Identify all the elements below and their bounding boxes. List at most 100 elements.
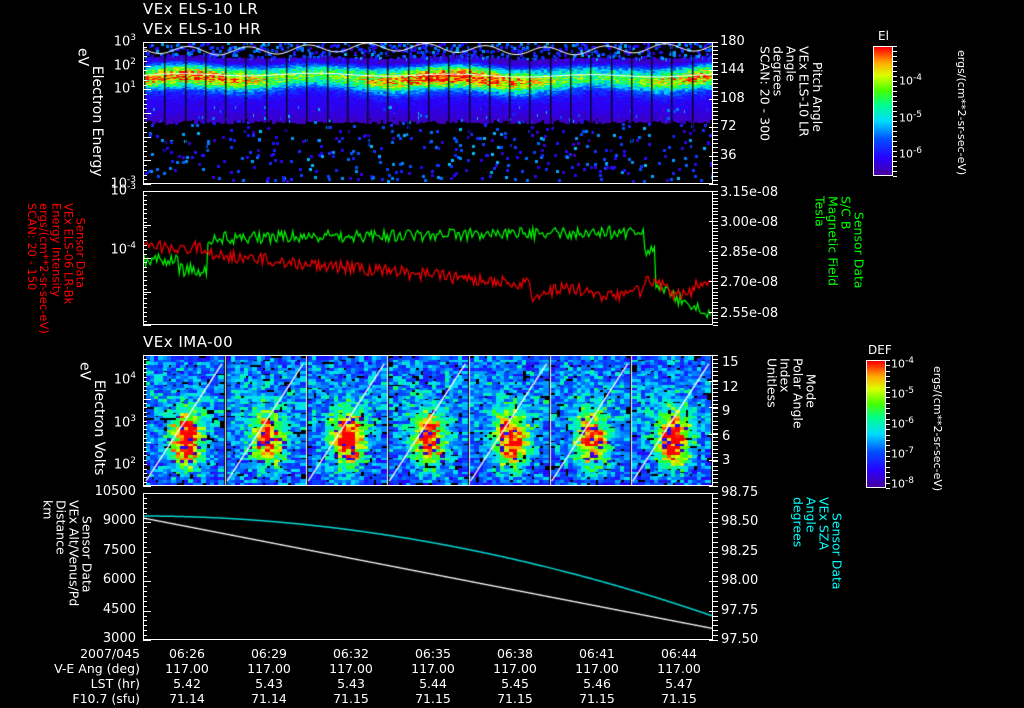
axis-tick xyxy=(713,396,718,397)
axis-tick xyxy=(713,400,718,401)
axis-tick xyxy=(143,442,151,443)
panel4-plot-area[interactable] xyxy=(143,493,713,640)
axis-tick xyxy=(893,141,897,142)
panel1-right-axis-label: Pitch Angle VEx ELS-10 LR Angle degrees … xyxy=(757,46,825,141)
axis-tick xyxy=(713,308,718,309)
panel4-right-axis-label: Sensor Data VEx SZA Angle degrees xyxy=(790,497,845,590)
axis-tick xyxy=(709,156,718,157)
axis-tick xyxy=(143,359,147,360)
axis-tick xyxy=(886,435,890,436)
axis-tick xyxy=(143,104,147,105)
axis-tick xyxy=(143,307,147,308)
bottom-axis-row-label: LST (hr) xyxy=(90,676,140,691)
panel2-plot-area[interactable] xyxy=(143,191,713,325)
axis-tick xyxy=(713,478,718,479)
axis-tick xyxy=(713,208,718,209)
axis-tick xyxy=(709,312,718,313)
axis-tick xyxy=(713,404,718,405)
axis-tick xyxy=(713,204,718,205)
axis-tick xyxy=(143,586,147,587)
axis-tick xyxy=(713,231,718,232)
axis-tick xyxy=(893,176,897,177)
colorbar2 xyxy=(866,360,886,488)
axis-tick xyxy=(143,486,151,487)
axis-tick xyxy=(143,113,151,114)
bottom-axis-cell: 117.00 xyxy=(247,661,291,676)
axis-tick xyxy=(709,552,718,553)
axis-tick xyxy=(886,397,890,398)
axis-tick xyxy=(143,377,147,378)
axis-tick xyxy=(143,42,151,43)
panel3-plot-area[interactable] xyxy=(143,355,713,486)
axis-tick xyxy=(709,127,718,128)
axis-tick xyxy=(886,477,890,478)
axis-tick xyxy=(143,289,147,290)
axis-tick xyxy=(713,143,718,144)
bottom-axis-cell: 06:38 xyxy=(496,646,534,661)
axis-tick xyxy=(713,412,718,413)
axis-tick xyxy=(893,46,897,47)
bottom-axis-cell: 71.15 xyxy=(579,691,615,706)
bottom-axis-cell: 71.15 xyxy=(415,691,451,706)
axis-tick xyxy=(893,166,897,167)
axis-tick xyxy=(713,83,718,84)
axis-tick xyxy=(713,268,718,269)
bottom-axis-cell: 06:44 xyxy=(660,646,698,661)
axis-tick-label: 97.75 xyxy=(721,602,759,618)
axis-tick xyxy=(713,194,718,195)
colorbar-tick-label: 10-4 xyxy=(899,73,922,88)
axis-tick xyxy=(143,151,147,152)
axis-tick xyxy=(143,469,147,470)
axis-tick xyxy=(713,625,718,626)
axis-tick xyxy=(143,280,147,281)
axis-tick xyxy=(886,376,890,377)
axis-tick xyxy=(713,123,718,124)
axis-tick xyxy=(713,416,718,417)
axis-tick xyxy=(143,240,147,241)
axis-tick xyxy=(713,180,718,181)
bottom-axis-cell: 5.43 xyxy=(337,676,365,691)
axis-tick xyxy=(143,325,151,326)
axis-tick xyxy=(713,635,718,636)
axis-tick-label: 101 xyxy=(113,80,136,97)
axis-tick xyxy=(143,508,147,509)
colorbar-tick-label: 10-8 xyxy=(891,476,914,491)
axis-tick xyxy=(886,451,890,452)
axis-tick-label: 12 xyxy=(722,379,739,395)
axis-tick xyxy=(143,276,147,277)
axis-tick xyxy=(893,111,897,112)
axis-tick-label: 144 xyxy=(720,62,745,78)
axis-tick xyxy=(143,184,151,185)
axis-tick xyxy=(713,265,718,266)
axis-tick xyxy=(713,62,718,63)
axis-tick xyxy=(713,606,718,607)
axis-tick-label: 104 xyxy=(113,371,136,388)
axis-tick xyxy=(713,79,718,80)
panel1-plot-area[interactable] xyxy=(143,42,713,184)
axis-tick xyxy=(886,472,890,473)
axis-tick xyxy=(886,424,890,425)
axis-tick xyxy=(713,315,718,316)
axis-tick xyxy=(713,518,718,519)
axis-tick xyxy=(709,184,718,185)
axis-tick xyxy=(886,392,890,393)
axis-tick-label: 3.15e-08 xyxy=(720,185,779,200)
axis-tick xyxy=(143,303,147,304)
axis-tick xyxy=(893,151,897,152)
axis-tick xyxy=(713,367,718,368)
bottom-axis-cell: 5.45 xyxy=(501,676,529,691)
axis-tick xyxy=(143,316,147,317)
axis-tick-label: 98.75 xyxy=(721,485,759,500)
axis-tick xyxy=(143,191,151,192)
bottom-axis-cell: 117.00 xyxy=(575,661,619,676)
colorbar-tick-label: 10-6 xyxy=(899,145,922,161)
axis-tick xyxy=(713,107,718,108)
bottom-axis-cell: 117.00 xyxy=(165,661,209,676)
axis-tick xyxy=(893,96,897,97)
axis-tick xyxy=(143,312,147,313)
axis-tick xyxy=(143,429,147,430)
axis-tick xyxy=(143,464,147,465)
axis-tick xyxy=(713,384,718,385)
axis-tick xyxy=(713,152,718,153)
